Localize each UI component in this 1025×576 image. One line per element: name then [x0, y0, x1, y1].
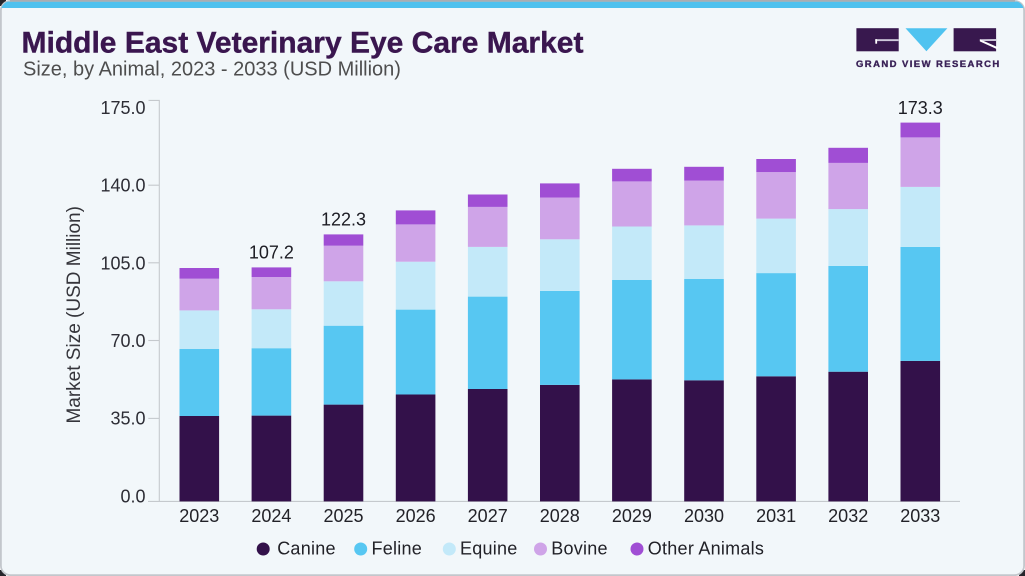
svg-text:107.2: 107.2 [249, 243, 294, 263]
svg-text:2024: 2024 [251, 506, 291, 526]
svg-text:122.3: 122.3 [321, 210, 366, 230]
svg-text:2027: 2027 [468, 506, 508, 526]
svg-text:70.0: 70.0 [110, 331, 145, 351]
svg-text:Bovine: Bovine [551, 538, 608, 558]
svg-text:2031: 2031 [756, 506, 796, 526]
svg-text:2029: 2029 [612, 506, 652, 526]
svg-text:Middle East Veterinary Eye Car: Middle East Veterinary Eye Care Market [22, 27, 584, 60]
svg-text:Canine: Canine [277, 538, 336, 558]
svg-text:35.0: 35.0 [110, 409, 145, 429]
svg-text:173.3: 173.3 [898, 98, 943, 118]
svg-text:2023: 2023 [179, 506, 219, 526]
svg-text:2030: 2030 [684, 506, 724, 526]
svg-text:Market Size (USD Million): Market Size (USD Million) [64, 206, 85, 423]
svg-text:Feline: Feline [372, 538, 423, 558]
svg-text:Other Animals: Other Animals [648, 538, 764, 558]
svg-text:Equine: Equine [460, 538, 518, 558]
svg-text:105.0: 105.0 [100, 253, 145, 273]
svg-text:140.0: 140.0 [100, 176, 145, 196]
svg-text:2026: 2026 [396, 506, 436, 526]
svg-text:2025: 2025 [323, 506, 363, 526]
svg-text:GRAND VIEW RESEARCH: GRAND VIEW RESEARCH [856, 59, 1001, 70]
svg-text:2033: 2033 [900, 506, 940, 526]
svg-text:175.0: 175.0 [100, 98, 145, 118]
svg-text:0.0: 0.0 [120, 486, 145, 506]
svg-text:2032: 2032 [828, 506, 868, 526]
svg-text:2028: 2028 [540, 506, 580, 526]
svg-text:Size, by Animal, 2023 - 2033 (: Size, by Animal, 2023 - 2033 (USD Millio… [23, 59, 401, 81]
